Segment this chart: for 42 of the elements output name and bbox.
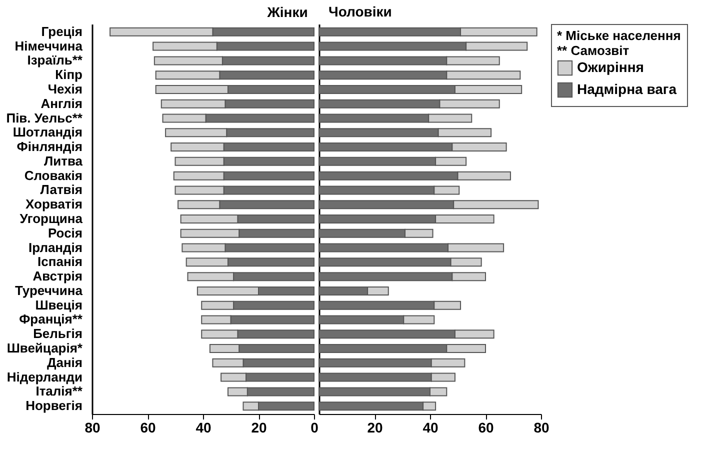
legend-label: Надмірна вага [577, 81, 677, 97]
y-tick-label: Угорщина [20, 211, 84, 226]
y-tick-label: Італія** [36, 384, 84, 399]
y-tick-label: Франція** [19, 312, 84, 327]
y-tick-label: Австрія [32, 268, 82, 284]
y-tick-label: Пів. Уельс** [6, 110, 84, 126]
y-tick-label: Данія [46, 354, 82, 370]
y-tick-label: Хорватія [26, 196, 82, 212]
y-tick-label: Швеція [35, 297, 82, 312]
x-tick-label: 0 [310, 420, 319, 436]
x-tick-label: 20 [251, 420, 267, 436]
y-tick-label: Литва [44, 153, 84, 168]
y-tick-label: Іспанія [38, 254, 82, 270]
y-tick-label: Ірландія [28, 240, 82, 255]
x-tick-label: 60 [140, 420, 156, 436]
y-tick-label: Латвія [40, 182, 82, 198]
y-tick-label: Фінляндія [16, 139, 82, 154]
y-tick-label: Кіпр [55, 67, 83, 82]
y-tick-label: Туреччина [14, 282, 84, 298]
y-tick-label: Бельгія [33, 326, 82, 342]
y-tick-label: Англія [40, 96, 82, 111]
text: * Міське населення [557, 28, 681, 43]
x-tick-label: 40 [196, 420, 212, 436]
text: ** Самозвіт [557, 43, 630, 58]
y-tick-label: Ізраїль** [27, 52, 84, 68]
chart-title: Жінки [266, 4, 308, 20]
y-tick-label: Чехія [48, 81, 82, 96]
x-tick-label: 60 [478, 420, 494, 436]
chart-title: Чоловіки [328, 4, 392, 20]
x-tick-label: 80 [84, 420, 100, 436]
y-tick-label: Швейцарія* [6, 340, 84, 356]
y-tick-label: Греція [41, 24, 82, 39]
y-tick-label: Норвегія [26, 398, 82, 414]
x-tick-label: 20 [367, 420, 383, 436]
y-tick-label: Шотландія [12, 124, 82, 140]
y-tick-label: Нідерланди [6, 369, 83, 384]
legend-label: Ожиріння [577, 59, 644, 75]
x-tick-label: 40 [422, 420, 438, 436]
y-tick-label: Німеччина [14, 38, 84, 54]
x-tick-label: 80 [534, 420, 550, 436]
y-tick-label: Росія [48, 225, 82, 240]
y-tick-label: Словакія [24, 168, 82, 183]
